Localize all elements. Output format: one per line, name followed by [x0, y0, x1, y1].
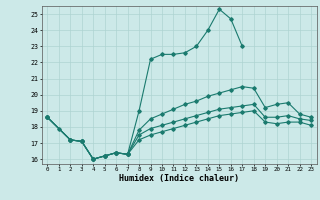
X-axis label: Humidex (Indice chaleur): Humidex (Indice chaleur)	[119, 174, 239, 183]
